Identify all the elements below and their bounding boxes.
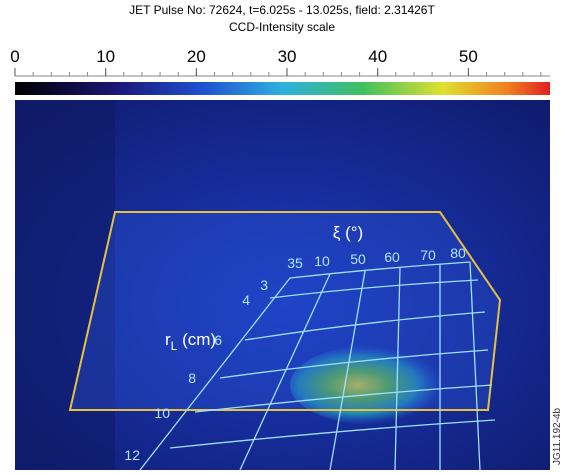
r-label-unit: (cm) — [177, 330, 216, 349]
figure: JET Pulse No: 72624, t=6.025s - 13.025s,… — [0, 0, 565, 470]
figure-id: JG11.192-4b — [552, 407, 563, 465]
tick-label: 20 — [187, 47, 206, 66]
xi-label: ξ (°) — [333, 223, 363, 242]
view-outline — [70, 212, 500, 410]
xi-tick-label: 10 — [314, 253, 330, 269]
r-tick-label: 3 — [260, 277, 268, 293]
xi-tick-label: 35 — [287, 255, 303, 271]
tick-label: 50 — [459, 47, 478, 66]
colorbar — [15, 82, 550, 95]
tick-label: 0 — [10, 47, 19, 66]
r-tick-label: 8 — [188, 370, 196, 386]
xi-tick-label: 80 — [450, 245, 466, 261]
tick-label: 30 — [278, 47, 297, 66]
subtitle: CCD-Intensity scale — [229, 20, 335, 34]
tick-label: 10 — [96, 47, 115, 66]
xi-tick-label: 50 — [350, 251, 366, 267]
r-tick-label: 4 — [242, 292, 250, 308]
r-tick-label: 10 — [154, 405, 170, 421]
r-tick-label: 12 — [124, 447, 140, 463]
xi-tick-label: 60 — [384, 249, 400, 265]
tick-label: 40 — [368, 47, 387, 66]
title: JET Pulse No: 72624, t=6.025s - 13.025s,… — [129, 3, 435, 17]
xi-tick-label: 70 — [420, 247, 436, 263]
